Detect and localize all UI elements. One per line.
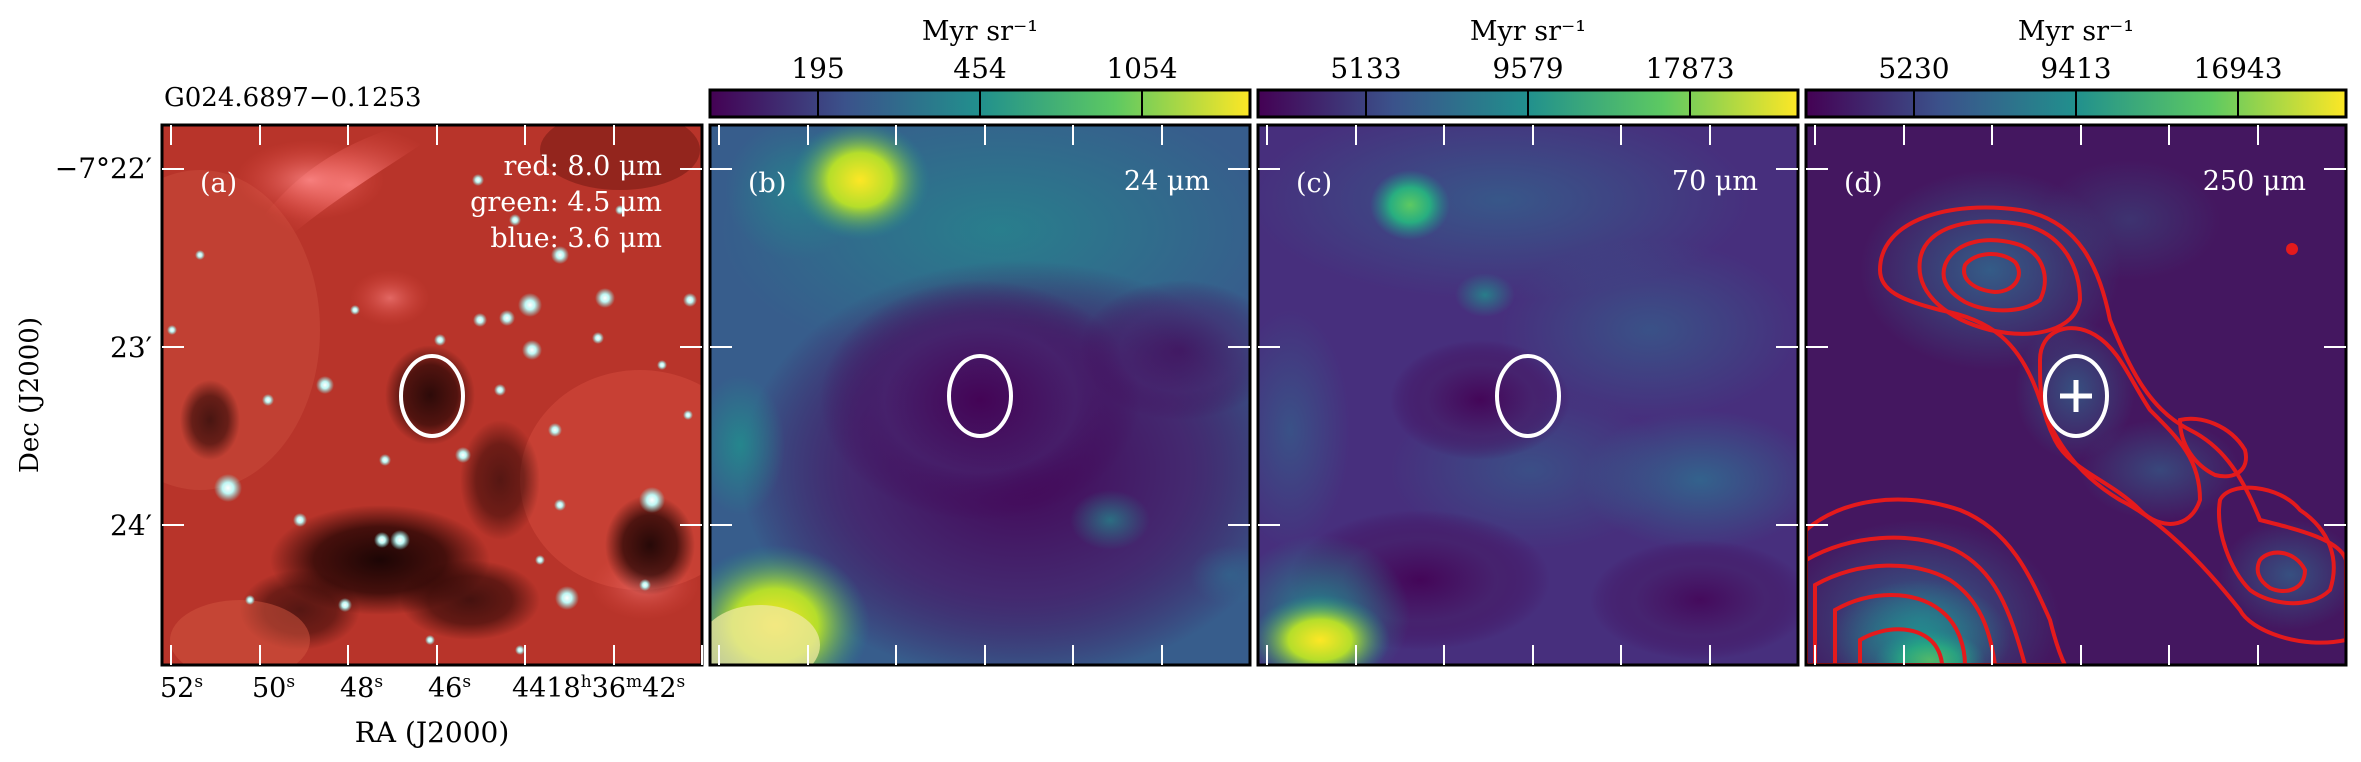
panel-a: (a) red: 8.0 μm green: 4.5 μm blue: 3.6 … [160, 123, 704, 667]
ra-tick-label: 52s [160, 672, 203, 704]
ra-tick-label: 50s [252, 672, 295, 704]
panel-wavelength: 250 μm [2203, 166, 2306, 197]
panel-a-ticks [162, 125, 703, 665]
dec-axis-label: Dec (J2000) [15, 317, 45, 473]
panel-d-frame [1804, 123, 2348, 667]
colorbar-d: Myr sr⁻¹ 5230 9413 16943 [1804, 16, 2348, 119]
plus-icon [2060, 380, 2092, 412]
legend-green: green: 4.5 μm [470, 187, 662, 218]
panel-c: Myr sr⁻¹ 5133 9579 17873 [1256, 16, 1800, 667]
panel-tag: (a) [200, 168, 237, 199]
panel-wavelength: 24 μm [1124, 166, 1210, 197]
ellipse-icon [2043, 354, 2109, 438]
panel-d: Myr sr⁻¹ 5230 9413 16943 [1804, 16, 2348, 667]
colorbar-tick-label: 454 [953, 52, 1006, 85]
panel-c-ticks [1258, 125, 1798, 665]
colorbar-tick-label: 5230 [1878, 52, 1949, 85]
ra-tick-label: 4418h36m42s [512, 672, 685, 704]
colorbar-tick-label: 195 [791, 52, 844, 85]
panel-c-image [1258, 125, 1798, 665]
colorbar-b: Myr sr⁻¹ 195 454 1054 [708, 16, 1252, 119]
panel-b-image [710, 125, 1250, 665]
panel-tag: (b) [748, 168, 786, 199]
panel-d-ticks [1806, 125, 2346, 665]
panel-c-frame [1256, 123, 1800, 667]
colorbar-tick-label: 5133 [1330, 52, 1401, 85]
panel-b-ticks [710, 125, 1250, 665]
panel-b-frame [708, 123, 1252, 667]
panel-wavelength: 70 μm [1672, 166, 1758, 197]
colorbar-tick-label: 9579 [1492, 52, 1563, 85]
colorbar-unit: Myr sr⁻¹ [922, 16, 1038, 47]
dec-tick-label: −7°22′ [55, 152, 152, 185]
colorbar-tick-label: 9413 [2040, 52, 2111, 85]
ellipse-icon [947, 354, 1013, 438]
source-title: G024.6897−0.1253 [164, 83, 422, 113]
colorbar-tick-label: 1054 [1106, 52, 1177, 85]
panel-d-image [1806, 125, 2346, 665]
dec-tick-label: 24′ [110, 509, 152, 542]
ra-tick-labels: 52s 50s 48s 46s 4418h36m42s [160, 672, 685, 704]
legend-blue: blue: 3.6 μm [490, 223, 662, 254]
panel-a-frame [160, 123, 704, 667]
ellipse-icon [1495, 354, 1561, 438]
panel-a-image [162, 125, 702, 665]
colorbar-unit: Myr sr⁻¹ [1470, 16, 1586, 47]
colorbar-unit: Myr sr⁻¹ [2018, 16, 2134, 47]
panel-tag: (c) [1296, 168, 1332, 199]
colorbar-tick-label: 17873 [1645, 52, 1734, 85]
panel-tag: (d) [1844, 168, 1882, 199]
dec-tick-label: 23′ [110, 331, 152, 364]
colorbar-c: Myr sr⁻¹ 5133 9579 17873 [1256, 16, 1800, 119]
ra-axis-label: RA (J2000) [355, 716, 510, 749]
panel-b: Myr sr⁻¹ 195 454 1054 [708, 16, 1252, 667]
colorbar-tick-label: 16943 [2193, 52, 2282, 85]
legend-red: red: 8.0 μm [503, 151, 662, 182]
ra-tick-label: 48s [340, 672, 383, 704]
ellipse-icon [399, 354, 465, 438]
ra-tick-label: 46s [428, 672, 471, 704]
